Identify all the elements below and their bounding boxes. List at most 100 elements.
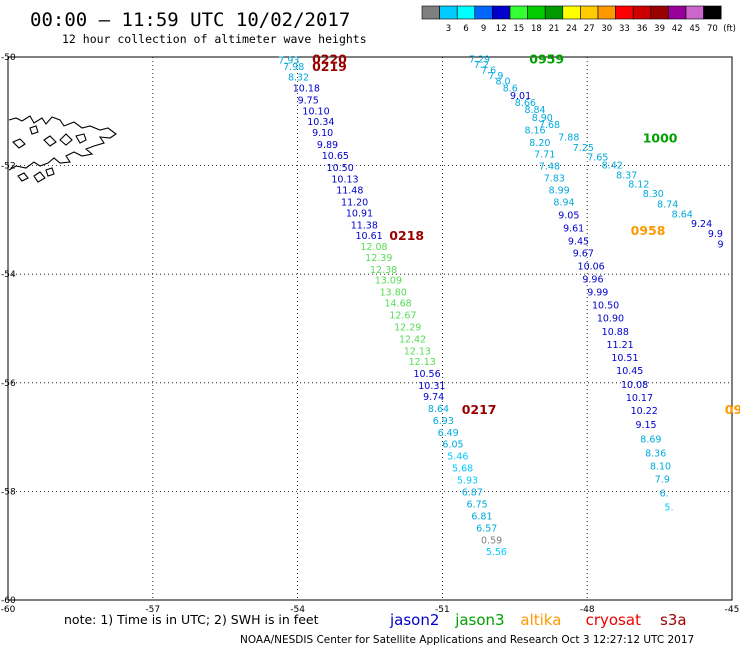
scale-label: 30 bbox=[601, 24, 612, 34]
scale-label: 21 bbox=[549, 24, 560, 34]
scale-label: 12 bbox=[496, 24, 507, 34]
scale-label: 15 bbox=[513, 24, 524, 34]
wave-height-value: 10.90 bbox=[597, 314, 624, 325]
wave-height-value: 8.16 bbox=[524, 125, 545, 136]
wave-height-value: 8.0 bbox=[495, 76, 510, 87]
scale-swatch bbox=[456, 5, 476, 20]
axis-tick-labels: -60 -57 -54 -51 -48 -45 -50 -52 -54 -56 -58 -60 bbox=[1, 53, 740, 615]
y-tick-label: -58 bbox=[1, 487, 16, 497]
wave-height-value: 10.50 bbox=[592, 301, 619, 312]
wave-height-value: 10.45 bbox=[616, 366, 643, 377]
chart-title: 00:00 – 11:59 UTC 10/02/2017 bbox=[30, 9, 350, 31]
track-time-label: 0220 bbox=[312, 52, 347, 67]
scale-swatch bbox=[615, 5, 634, 20]
scale-swatch bbox=[421, 5, 440, 20]
x-tick-label: -51 bbox=[435, 605, 450, 615]
track-time-label: 09 bbox=[725, 402, 740, 417]
wave-height-value: 5.93 bbox=[457, 476, 478, 487]
wave-height-value: 13.09 bbox=[375, 276, 402, 287]
track-time-label: 0217 bbox=[462, 402, 497, 417]
wave-height-value: 7.9 bbox=[655, 474, 670, 485]
wave-height-value: 7.83 bbox=[544, 174, 565, 185]
wave-height-value: 7.2 bbox=[474, 60, 489, 71]
scale-swatch bbox=[492, 5, 511, 20]
wave-height-value: 7.9 bbox=[488, 71, 503, 82]
wave-height-value: 9 bbox=[718, 239, 724, 250]
wave-height-value: 12.08 bbox=[360, 242, 387, 253]
wave-height-value: 9.15 bbox=[635, 420, 656, 431]
land-outline bbox=[8, 115, 117, 183]
y-tick-label: -54 bbox=[1, 270, 16, 280]
legend-s3a: s3a bbox=[660, 611, 687, 629]
wave-height-value: 12.67 bbox=[389, 310, 416, 321]
y-tick-label: -52 bbox=[1, 162, 16, 172]
wave-height-value: 9.10 bbox=[312, 128, 333, 139]
wave-height-value: 10.22 bbox=[631, 406, 658, 417]
legend-jason2: jason2 bbox=[389, 611, 439, 629]
wave-height-value: 7.98 bbox=[283, 62, 304, 73]
track-time-label: 0219 bbox=[312, 59, 347, 74]
scale-label: 70 bbox=[707, 24, 718, 34]
scale-label: 9 bbox=[481, 24, 486, 34]
wave-height-value: 7.6 bbox=[481, 66, 496, 77]
wave-height-value: 8.64 bbox=[428, 404, 449, 415]
y-tick-label: -56 bbox=[1, 379, 16, 389]
wave-height-value: 8.90 bbox=[532, 113, 553, 124]
wave-height-value: 9.05 bbox=[558, 211, 579, 222]
y-tick-label: -50 bbox=[1, 53, 16, 63]
wave-height-value: 8.74 bbox=[657, 200, 678, 211]
wave-height-value: 12.39 bbox=[365, 253, 392, 264]
wave-height-value: 6.81 bbox=[471, 511, 492, 522]
track-time-label: 0958 bbox=[631, 223, 666, 238]
wave-height-value: 9.99 bbox=[587, 288, 608, 299]
scale-swatch bbox=[668, 5, 687, 20]
wave-height-value: 9.74 bbox=[423, 392, 444, 403]
wave-height-value: 10.50 bbox=[327, 163, 354, 174]
wave-height-value: 8.10 bbox=[650, 461, 671, 472]
x-tick-label: -57 bbox=[145, 605, 160, 615]
scale-swatch bbox=[703, 5, 722, 20]
wave-height-value: 11.38 bbox=[351, 220, 378, 231]
scale-swatch bbox=[685, 5, 704, 20]
satellite-legend: jason2 jason3 altika cryosat s3a bbox=[389, 611, 687, 629]
plot-frame bbox=[7, 56, 733, 601]
wave-height-value: 7.65 bbox=[587, 152, 608, 163]
credit-line: NOAA/NESDIS Center for Satellite Applica… bbox=[240, 634, 694, 646]
wave-height-value: 6. bbox=[660, 489, 669, 500]
wave-height-value: 7.93 bbox=[278, 55, 299, 66]
wave-height-value: 10.08 bbox=[621, 380, 648, 391]
wave-height-value: 12.13 bbox=[404, 346, 431, 357]
wave-height-value: 12.29 bbox=[394, 322, 421, 333]
wave-height-value: 5.46 bbox=[447, 452, 468, 463]
wave-height-value: 7.88 bbox=[558, 132, 579, 143]
wave-height-value: 9.9 bbox=[708, 229, 723, 240]
wave-height-value: 7.68 bbox=[539, 120, 560, 131]
scale-swatch bbox=[509, 5, 528, 20]
wave-height-value: 10.65 bbox=[322, 151, 349, 162]
wave-height-value: 10.10 bbox=[302, 106, 329, 117]
track-time-label: 1000 bbox=[643, 130, 678, 145]
wave-height-value: 14.68 bbox=[384, 299, 411, 310]
wave-height-value: 10.88 bbox=[602, 327, 629, 338]
wave-height-value: 10.51 bbox=[611, 353, 638, 364]
scale-swatch bbox=[580, 5, 599, 20]
scale-label: 18 bbox=[531, 24, 542, 34]
satellite-tracks: 7.937.988.3210.189.7510.1010.349.109.891… bbox=[278, 52, 740, 559]
wave-height-value: 9.96 bbox=[582, 275, 603, 286]
grid-lines bbox=[8, 57, 732, 600]
wave-height-value: 8.69 bbox=[640, 434, 661, 445]
wave-height-value: 13.80 bbox=[380, 288, 407, 299]
wave-height-value: 9.45 bbox=[568, 237, 589, 248]
wave-height-value: 6.49 bbox=[438, 428, 459, 439]
wave-height-value: 8.37 bbox=[616, 170, 637, 181]
scale-swatch bbox=[632, 5, 652, 20]
wave-height-value: 10.17 bbox=[626, 393, 653, 404]
y-tick-label: -60 bbox=[1, 596, 16, 606]
scale-swatch bbox=[597, 5, 616, 20]
wave-height-value: 11.48 bbox=[336, 186, 363, 197]
wave-height-value: 8.42 bbox=[602, 161, 623, 172]
wave-height-value: 8.6 bbox=[503, 83, 518, 94]
wave-height-value: 7.25 bbox=[573, 143, 594, 154]
scale-label: 24 bbox=[566, 24, 577, 34]
